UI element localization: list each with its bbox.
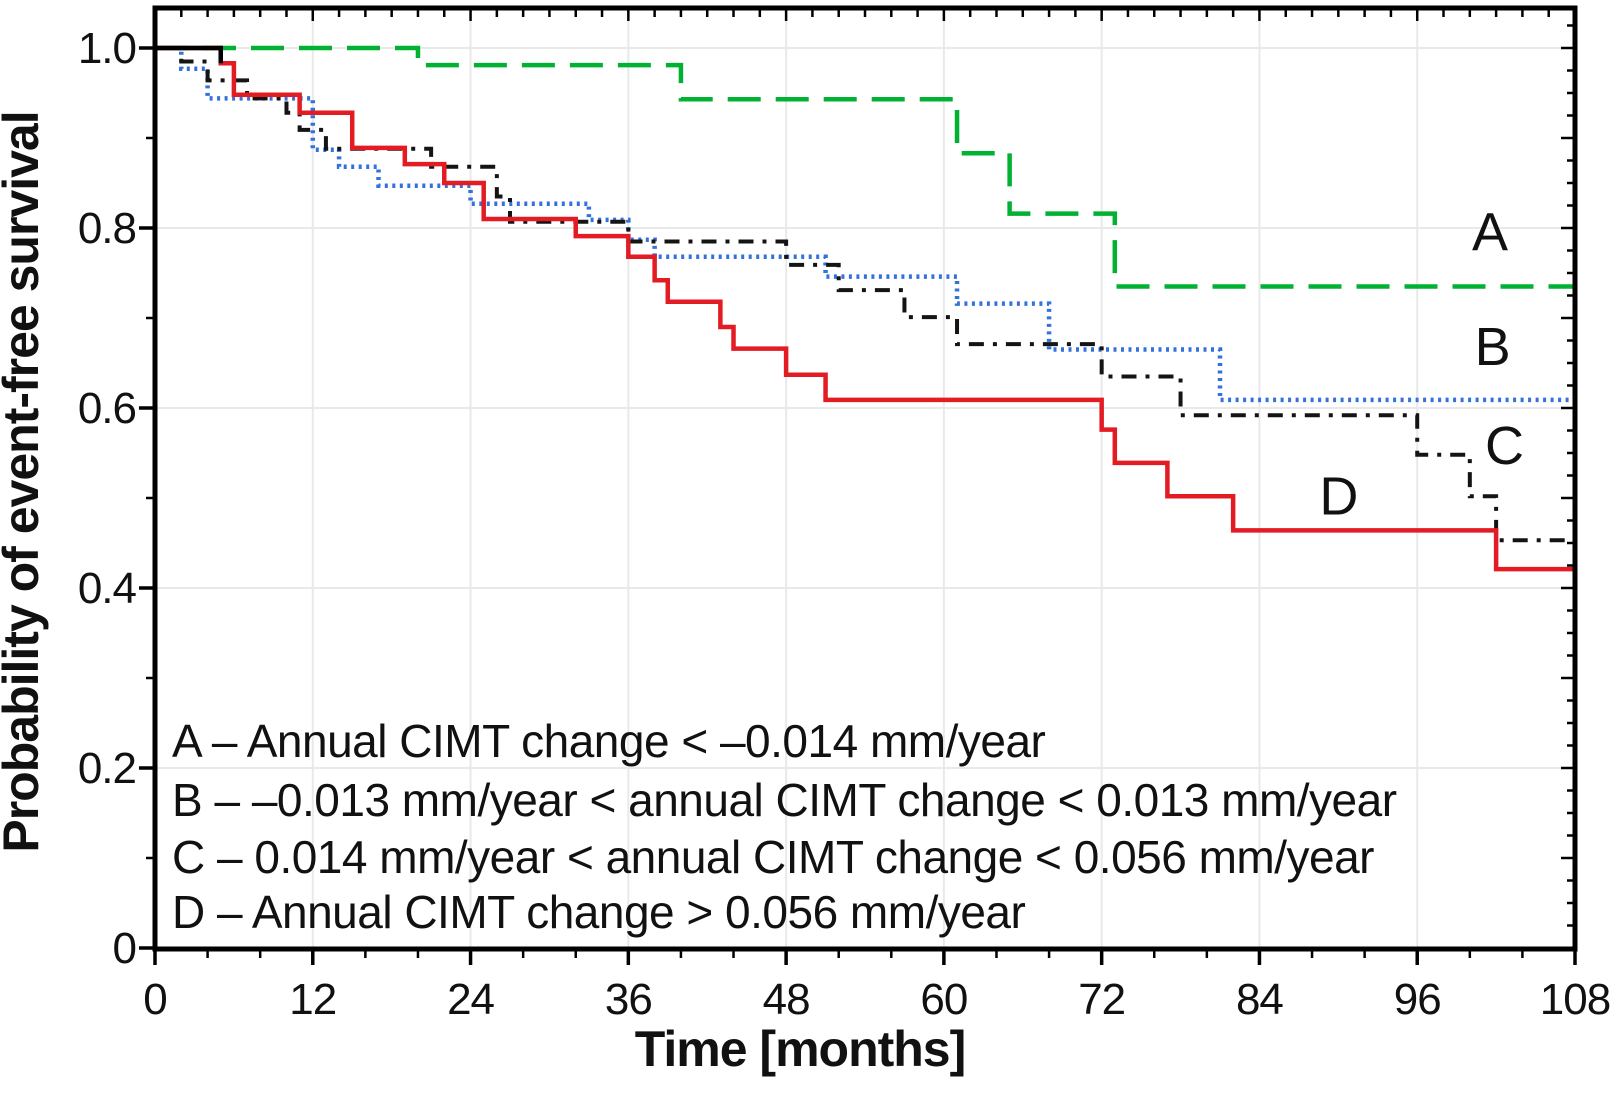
x-tick-label-96: 96 (1394, 975, 1441, 1024)
initial-overlap-segment (155, 45, 223, 64)
curve-label-D: D (1319, 466, 1357, 526)
curve-A (155, 45, 1575, 289)
curve-label-C: C (1485, 416, 1523, 476)
x-tick-label-84: 84 (1236, 975, 1283, 1024)
curve-label-layer: ABC D (1319, 203, 1524, 527)
y-tick-label-0.6: 0.6 (78, 384, 136, 433)
y-tick-label-0: 0 (113, 924, 136, 973)
curve-label-B: B (1475, 317, 1510, 377)
curve-C (155, 46, 1575, 543)
x-tick-label-24: 24 (447, 975, 494, 1024)
x-tick-label-60: 60 (920, 975, 967, 1024)
legend-line-d: D – Annual CIMT change > 0.056 mm/year (172, 886, 1026, 938)
curve-label-A: A (1472, 203, 1508, 263)
y-tick-label-0.4: 0.4 (78, 564, 137, 613)
x-tick-label-12: 12 (289, 975, 336, 1024)
tick-label-layer: 0 0.2 0.4 0.6 0.8 1.0 0 12 24 36 48 60 72 84 96 108 (78, 24, 1611, 1024)
y-tick-label-1.0: 1.0 (78, 24, 136, 73)
x-tick-label-72: 72 (1078, 975, 1125, 1024)
series-layer (155, 45, 1575, 572)
x-tick-label-36: 36 (605, 975, 652, 1024)
y-axis-title: Probability of event-free survival (0, 111, 49, 852)
y-tick-label-0.2: 0.2 (78, 744, 136, 793)
y-tick-label-0.8: 0.8 (78, 204, 136, 253)
x-axis-title: Time [months] (635, 1021, 966, 1077)
x-tick-label-108: 108 (1540, 975, 1610, 1024)
x-tick-label-48: 48 (763, 975, 810, 1024)
legend-line-a: A – Annual CIMT change < –0.014 mm/year (172, 715, 1046, 767)
curve-D (155, 45, 1575, 572)
x-tick-label-0: 0 (143, 975, 166, 1024)
legend: A – Annual CIMT change < –0.014 mm/year … (172, 715, 1397, 938)
legend-line-c: C – 0.014 mm/year < annual CIMT change <… (172, 831, 1374, 883)
legend-line-b: B – –0.013 mm/year < annual CIMT change … (172, 774, 1397, 826)
grid-layer (155, 8, 1575, 949)
axes-frame-layer (139, 5, 1578, 965)
curve-B (155, 45, 1575, 403)
